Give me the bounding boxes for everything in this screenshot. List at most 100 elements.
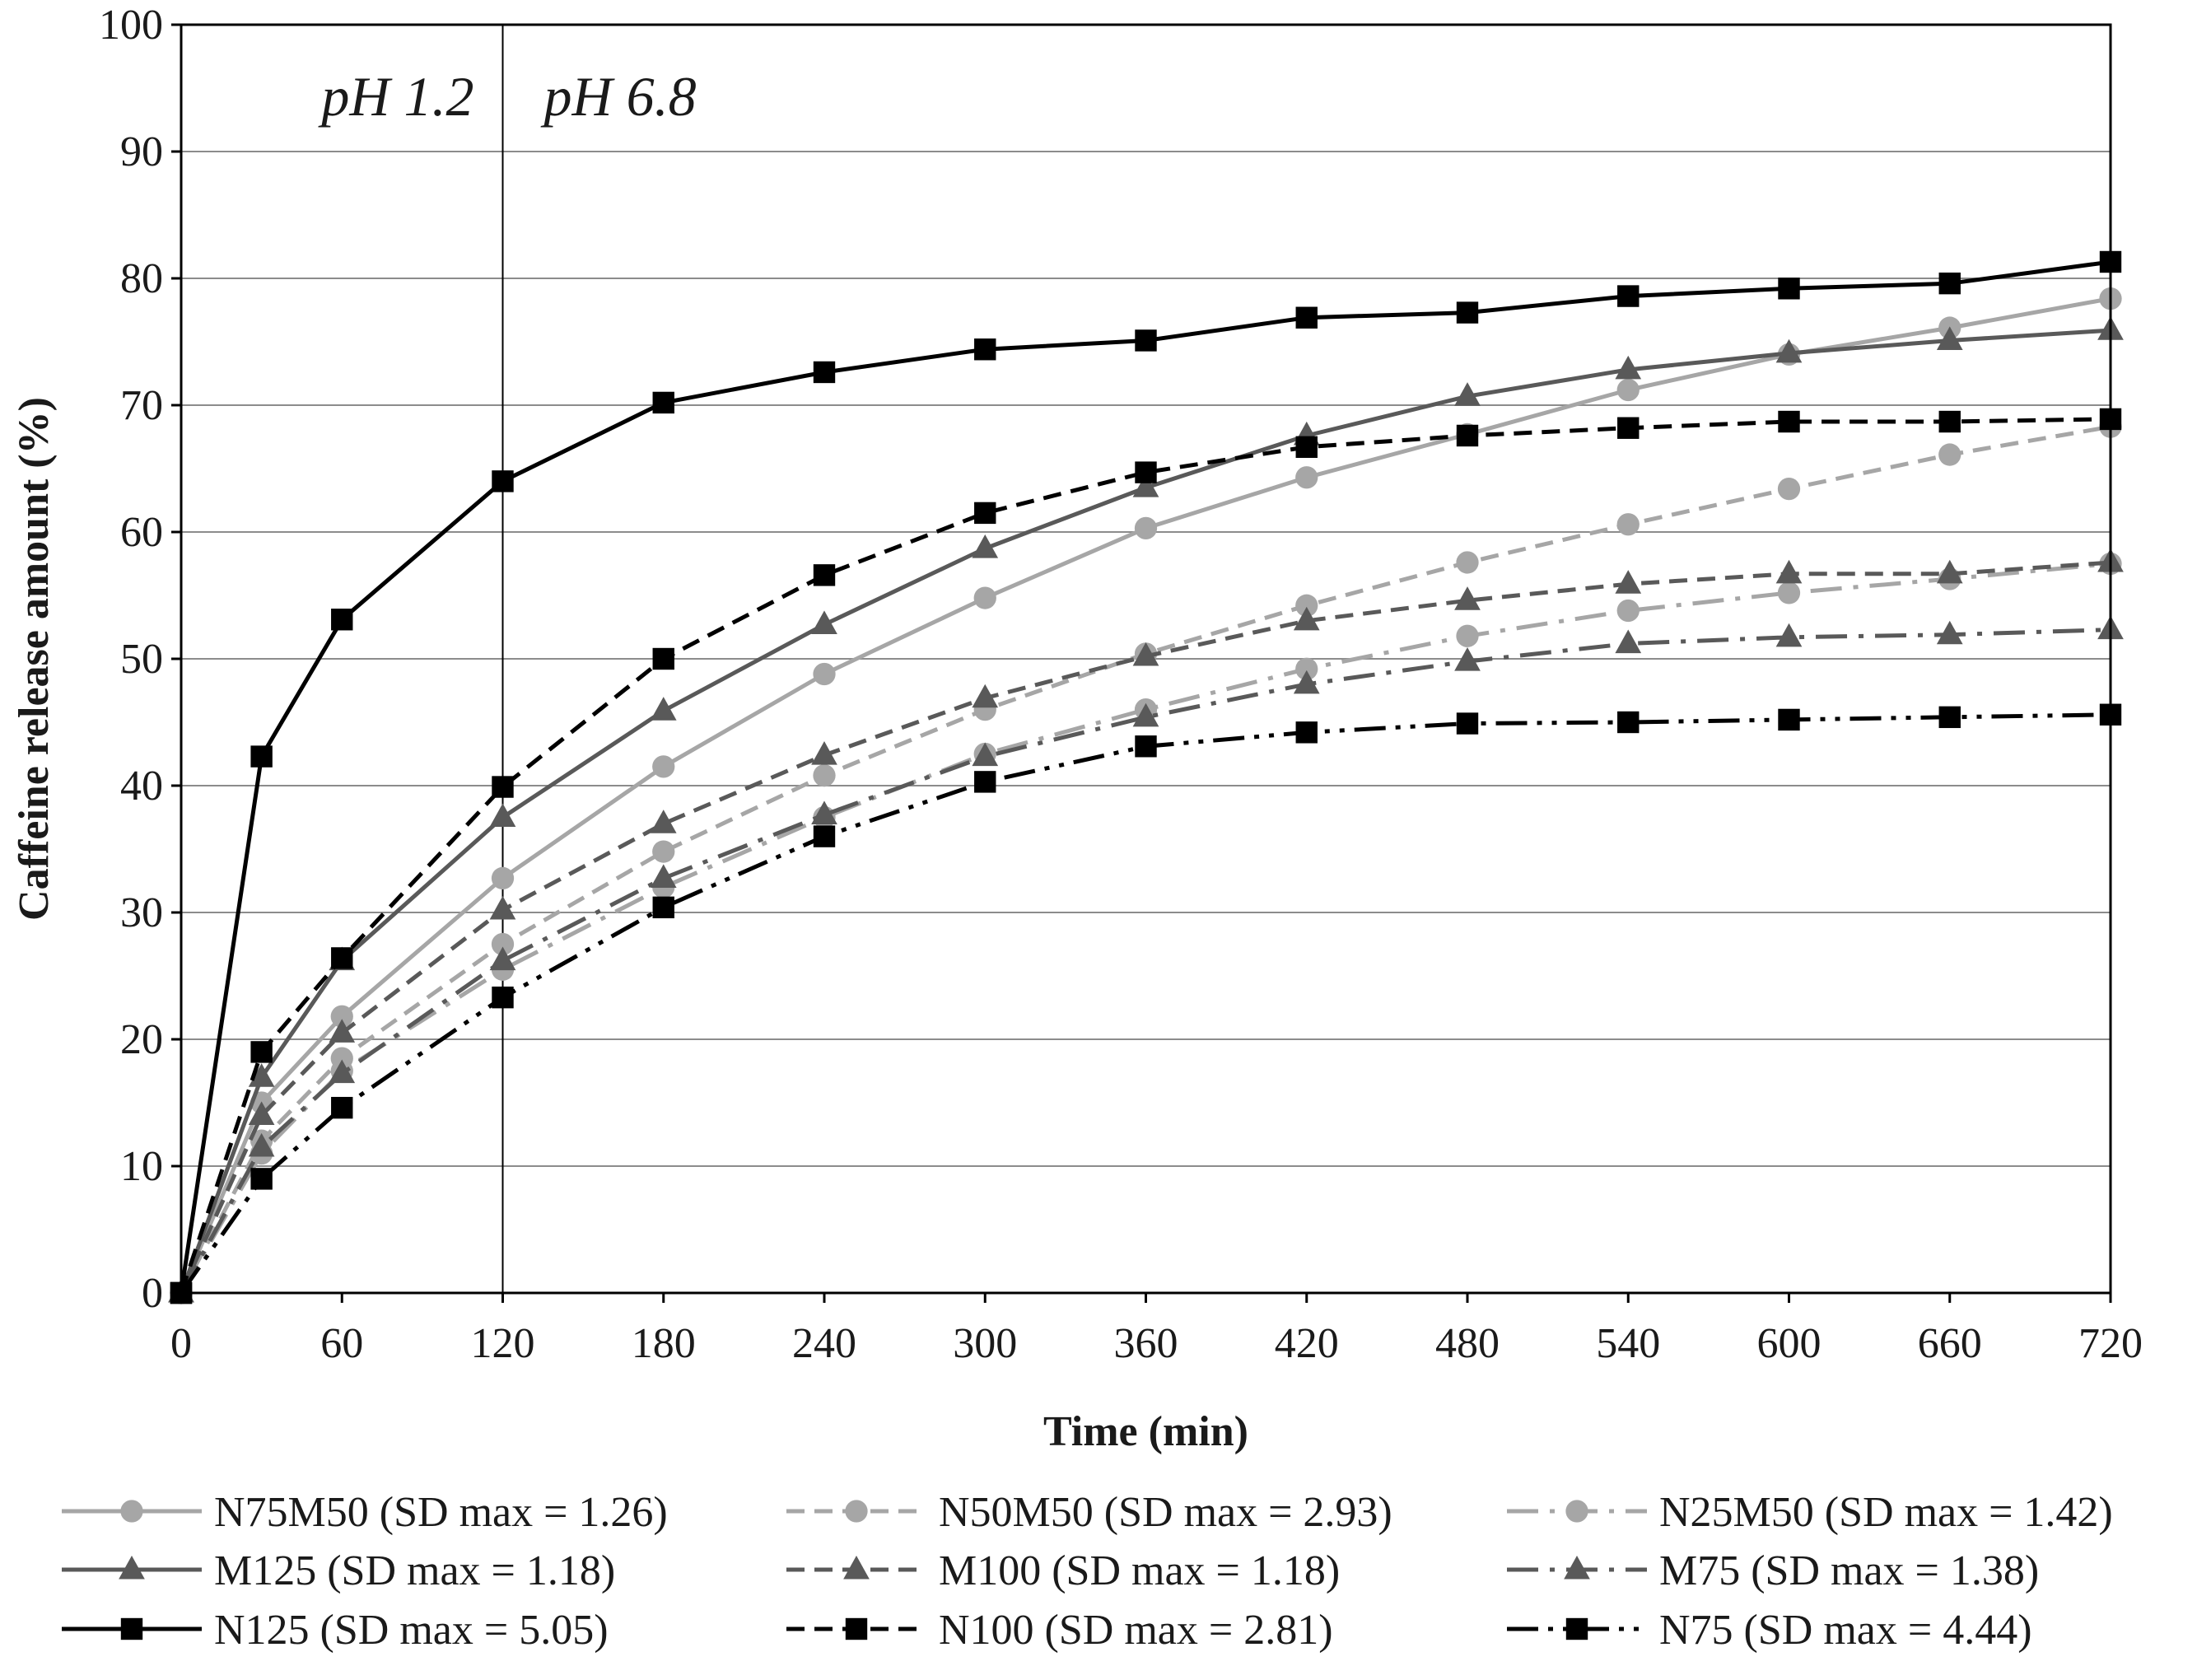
data-point-N100 xyxy=(974,502,996,525)
data-point-N50M50 xyxy=(1938,443,1961,466)
legend-label: N100 (SD max = 2.81) xyxy=(939,1607,1333,1654)
data-point-M125 xyxy=(489,803,516,828)
data-point-N75M50 xyxy=(1295,466,1318,489)
data-point-M125 xyxy=(972,534,999,558)
data-point-M75 xyxy=(1775,623,1803,647)
data-point-N100 xyxy=(652,647,674,670)
data-point-N100 xyxy=(1295,436,1318,459)
data-point-M100 xyxy=(1293,606,1320,631)
data-point-N75 xyxy=(1617,711,1640,734)
legend-marker-swatch xyxy=(845,1617,868,1640)
data-point-N125 xyxy=(1135,329,1157,352)
data-point-M75 xyxy=(248,1132,275,1157)
legend-marker-swatch xyxy=(120,1617,143,1640)
data-point-N125 xyxy=(1456,301,1479,324)
series-line-N75 xyxy=(179,712,2111,1295)
series-N125 xyxy=(170,250,2122,1304)
y-tick-label: 100 xyxy=(99,2,163,49)
data-point-N100 xyxy=(250,1041,273,1063)
series-line-N100 xyxy=(179,417,2111,1294)
data-point-N50M50 xyxy=(1456,551,1479,574)
data-point-N75 xyxy=(1456,712,1479,735)
series-M125 xyxy=(168,316,2124,1303)
data-point-M125 xyxy=(650,697,677,721)
data-point-N75M50 xyxy=(1134,516,1158,540)
y-tick-label: 40 xyxy=(120,763,163,810)
data-point-M125 xyxy=(1132,474,1159,497)
data-point-N75M50 xyxy=(330,1005,353,1028)
data-point-M100 xyxy=(1454,586,1481,610)
legend-label: N75M50 (SD max = 1.26) xyxy=(214,1489,668,1536)
legend-label: M75 (SD max = 1.38) xyxy=(1659,1547,2039,1594)
series-line-M125 xyxy=(179,328,2111,1294)
data-point-N75M50 xyxy=(652,755,675,778)
data-point-N75 xyxy=(1295,721,1318,744)
ph-regions: pH 1.2 pH 6.8 xyxy=(318,25,697,1293)
data-point-M75 xyxy=(329,1059,356,1084)
series-line-M75 xyxy=(179,628,2111,1295)
data-point-N50M50 xyxy=(813,764,836,787)
data-point-M100 xyxy=(972,684,999,708)
data-point-N100 xyxy=(492,776,514,798)
data-point-M125 xyxy=(248,1063,275,1087)
data-point-N100 xyxy=(813,564,836,586)
data-point-M75 xyxy=(1615,629,1642,654)
legend-item-N125: N125 (SD max = 5.05) xyxy=(62,1607,609,1654)
data-point-N125 xyxy=(974,338,996,361)
data-point-N100 xyxy=(331,947,353,969)
data-point-M100 xyxy=(1615,570,1642,594)
legend-label: M125 (SD max = 1.18) xyxy=(214,1547,615,1594)
data-point-N50M50 xyxy=(652,840,675,863)
data-point-M125 xyxy=(1615,355,1642,380)
legend-marker-swatch xyxy=(120,1500,143,1523)
series-N75 xyxy=(170,703,2122,1304)
data-point-M75 xyxy=(489,946,516,971)
legend-marker-swatch xyxy=(845,1500,868,1523)
data-point-N75M50 xyxy=(491,866,515,890)
data-point-N25M50 xyxy=(1616,599,1640,623)
data-point-N75 xyxy=(1778,708,1800,731)
data-point-N25M50 xyxy=(1777,581,1801,604)
series-N75M50 xyxy=(170,287,2122,1304)
data-point-N100 xyxy=(1617,417,1640,439)
series-N50M50 xyxy=(170,415,2122,1304)
y-tick-label: 10 xyxy=(120,1143,163,1190)
x-tick-label: 540 xyxy=(1596,1320,1660,1367)
data-point-M100 xyxy=(1132,642,1159,666)
data-point-M125 xyxy=(1454,382,1481,406)
data-point-M125 xyxy=(1936,326,1963,351)
series-line-N25M50 xyxy=(179,562,2111,1295)
data-point-M75 xyxy=(1132,702,1159,727)
ph-region-label-left: pH 1.2 xyxy=(318,65,473,128)
data-point-N75 xyxy=(1938,706,1961,729)
data-point-N25M50 xyxy=(1456,624,1479,647)
data-point-N50M50 xyxy=(1616,513,1640,536)
data-point-M75 xyxy=(972,742,999,767)
x-tick-label: 0 xyxy=(170,1320,192,1367)
data-point-N100 xyxy=(1778,410,1800,433)
legend-marker-swatch xyxy=(1564,1555,1590,1580)
data-point-N25M50 xyxy=(1295,657,1318,680)
x-tick-label: 600 xyxy=(1757,1320,1822,1367)
data-point-N50M50 xyxy=(1295,594,1318,617)
data-point-N125 xyxy=(652,391,674,414)
y-tick-label: 70 xyxy=(120,382,163,429)
data-point-M100 xyxy=(489,895,516,920)
data-point-M75 xyxy=(1936,620,1963,645)
series-line-N125 xyxy=(179,259,2111,1294)
data-point-N75M50 xyxy=(1616,378,1640,402)
legend-item-M100: M100 (SD max = 1.18) xyxy=(786,1547,1340,1594)
legend-label: N125 (SD max = 5.05) xyxy=(214,1607,609,1654)
data-point-M75 xyxy=(811,800,837,824)
legend-marker-swatch xyxy=(1565,1500,1588,1523)
data-point-M75 xyxy=(1454,647,1481,671)
series-line-N50M50 xyxy=(179,424,2111,1295)
data-point-N75 xyxy=(652,896,674,919)
tick-labels: 0 10 20 30 40 50 60 70 80 90 100 0 60 120 180 240 300 360… xyxy=(99,2,2143,1367)
y-tick-label: 0 xyxy=(142,1270,163,1317)
data-point-M100 xyxy=(1936,559,1963,584)
data-point-N125 xyxy=(813,361,836,384)
legend-item-N100: N100 (SD max = 2.81) xyxy=(786,1607,1333,1654)
data-point-N125 xyxy=(250,745,273,768)
y-axis-title: Caffeine release amount (%) xyxy=(11,397,58,921)
